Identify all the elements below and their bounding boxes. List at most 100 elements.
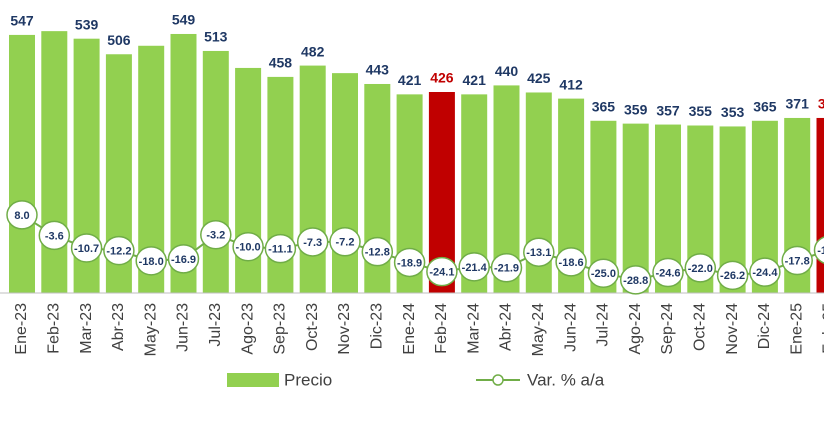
x-tick-label: Ene-23 bbox=[13, 303, 30, 355]
legend-label: Precio bbox=[284, 370, 332, 389]
x-tick-label: Nov-23 bbox=[336, 303, 353, 355]
line-value-label: -18.6 bbox=[559, 257, 584, 269]
line-marker bbox=[781, 245, 813, 276]
line-marker bbox=[523, 237, 555, 267]
x-tick-label: Ago-24 bbox=[627, 303, 644, 355]
x-tick-label: Mar-23 bbox=[78, 303, 95, 354]
line-marker bbox=[296, 227, 329, 257]
line-value-label: -24.1 bbox=[429, 267, 454, 279]
line-value-label: -24.6 bbox=[655, 267, 680, 279]
line-value-label: -12.8 bbox=[365, 247, 390, 259]
line-marker bbox=[70, 233, 103, 263]
line-value-label: -25.0 bbox=[591, 268, 616, 280]
x-tick-label: Jul-24 bbox=[595, 303, 612, 347]
line-marker bbox=[200, 219, 232, 250]
bar-value-label: 425 bbox=[527, 70, 551, 86]
line-value-label: -10.7 bbox=[74, 243, 99, 255]
line-marker bbox=[135, 246, 167, 276]
bar-value-label: 355 bbox=[689, 103, 713, 119]
line-marker bbox=[38, 220, 71, 251]
bar-value-label: 412 bbox=[559, 76, 583, 92]
line-value-label: -21.9 bbox=[494, 263, 519, 275]
line-marker bbox=[329, 227, 361, 257]
line-marker bbox=[716, 260, 749, 291]
line-value-label: -13.1 bbox=[526, 247, 551, 259]
line-value-label: -10.0 bbox=[236, 242, 261, 254]
line-value-label: -28.8 bbox=[623, 275, 648, 287]
line-marker bbox=[167, 244, 200, 274]
x-tick-label: Feb-25 bbox=[821, 303, 824, 354]
x-tick-label: Ago-23 bbox=[239, 303, 256, 355]
x-tick-label: Nov-24 bbox=[724, 303, 741, 355]
line-marker bbox=[426, 256, 458, 287]
line-marker bbox=[361, 236, 394, 267]
x-tick-label: Feb-23 bbox=[46, 303, 63, 354]
line-value-label: -3.6 bbox=[45, 230, 64, 242]
line-value-label: -11.1 bbox=[268, 244, 292, 256]
x-tick-label: Dic-23 bbox=[369, 303, 386, 349]
bar-value-label: 421 bbox=[463, 72, 487, 88]
line-value-label: -11.9 bbox=[817, 245, 824, 257]
line-value-label: -21.4 bbox=[462, 262, 488, 274]
x-tick-label: Feb-24 bbox=[433, 303, 450, 354]
x-tick-label: Jun-23 bbox=[175, 303, 192, 352]
bar-value-label: 371 bbox=[818, 96, 824, 112]
x-tick-label: Mar-24 bbox=[465, 303, 482, 354]
line-value-label: -18.9 bbox=[397, 257, 422, 269]
line-value-label: -3.2 bbox=[206, 230, 225, 242]
bar-value-label: 443 bbox=[366, 62, 390, 78]
line-marker bbox=[458, 252, 490, 282]
line-value-label: -7.2 bbox=[336, 237, 355, 249]
x-tick-label: Oct-23 bbox=[304, 303, 321, 351]
line-marker bbox=[813, 236, 824, 264]
bar-value-label: 365 bbox=[753, 98, 777, 114]
line-marker bbox=[264, 233, 297, 264]
bar-value-label: 426 bbox=[430, 70, 454, 86]
legend-marker bbox=[492, 374, 504, 386]
line-value-label: -17.8 bbox=[785, 255, 810, 267]
x-tick-label: May-23 bbox=[142, 303, 159, 356]
bar bbox=[816, 117, 824, 293]
line-marker bbox=[490, 252, 523, 283]
bar-value-label: 371 bbox=[786, 96, 810, 112]
line-marker bbox=[619, 265, 652, 295]
line-marker bbox=[6, 200, 38, 230]
bar-value-label: 365 bbox=[592, 98, 616, 114]
line-marker bbox=[652, 257, 684, 288]
x-tick-label: Ene-24 bbox=[401, 303, 418, 355]
x-tick-label: Jun-24 bbox=[562, 303, 579, 352]
bar bbox=[622, 123, 649, 293]
bar bbox=[332, 73, 358, 293]
line-value-label: -16.9 bbox=[171, 254, 196, 266]
bar-value-label: 359 bbox=[624, 101, 648, 117]
x-tick-label: Abr-24 bbox=[498, 303, 515, 351]
line-value-label: -24.4 bbox=[752, 267, 778, 279]
bar-value-label: 539 bbox=[75, 16, 99, 32]
bar-value-label: 547 bbox=[10, 13, 34, 29]
line-value-label: -18.0 bbox=[139, 256, 164, 268]
x-tick-label: Ene-25 bbox=[788, 303, 805, 355]
x-tick-label: Jul-23 bbox=[207, 303, 224, 347]
x-tick-label: Oct-24 bbox=[692, 303, 709, 351]
line-marker bbox=[749, 257, 781, 287]
bar-value-label: 357 bbox=[656, 102, 680, 118]
line-marker bbox=[232, 231, 264, 262]
legend-swatch bbox=[227, 373, 279, 387]
line-value-label: -7.3 bbox=[303, 237, 322, 249]
legend-label: Var. % a/a bbox=[527, 370, 605, 389]
line-marker bbox=[684, 253, 717, 283]
x-tick-label: Dic-24 bbox=[756, 303, 773, 349]
line-value-label: -12.2 bbox=[106, 246, 131, 258]
bar bbox=[41, 31, 68, 293]
bar-value-label: 513 bbox=[204, 29, 228, 45]
bar-value-label: 421 bbox=[398, 72, 422, 88]
line-marker bbox=[103, 235, 135, 266]
bar bbox=[299, 65, 326, 293]
bar-value-label: 549 bbox=[172, 12, 196, 28]
bar-value-label: 458 bbox=[269, 55, 293, 71]
bar-value-label: 353 bbox=[721, 104, 745, 120]
bar-value-label: 440 bbox=[495, 63, 519, 79]
x-tick-label: May-24 bbox=[530, 303, 547, 356]
line-marker bbox=[555, 247, 587, 277]
